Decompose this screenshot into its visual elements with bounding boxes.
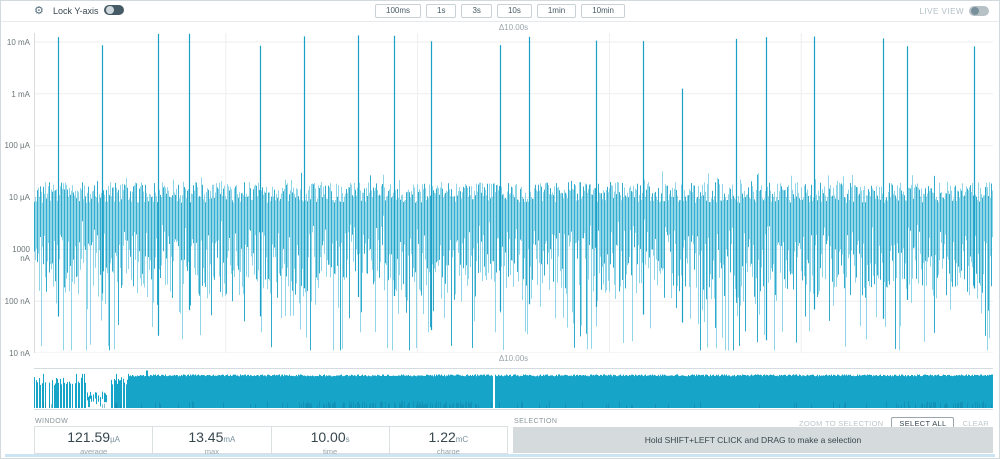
window-button-3s[interactable]: 3s [461,4,492,18]
window-duration-label-bottom: Δ10.00s [498,354,529,363]
stat-max: 13.45mA max [152,427,270,456]
y-axis-tick-100na: 100 nA [4,297,30,306]
minimap-canvas [34,370,993,409]
stat-average: 121.59µA average [35,427,152,456]
window-button-1min[interactable]: 1min [536,4,577,18]
live-view-label: LIVE VIEW [919,6,964,16]
window-duration-label-top: Δ10.00s [498,23,529,32]
stat-max-unit: mA [223,435,236,444]
window-button-1s[interactable]: 1s [426,4,457,18]
y-axis-tick-10ma: 10 mA [6,38,30,47]
window-bottom-strip [5,454,995,457]
y-axis-tick-1000na: 1000 nA [12,245,30,263]
stat-average-label: average [80,447,108,456]
toggle-knob [971,7,979,15]
live-view-control: LIVE VIEW [919,6,989,16]
stat-time-unit: s [345,435,350,444]
window-button-10s[interactable]: 10s [496,4,532,18]
toggle-knob [106,6,114,14]
selection-hint-text: Hold SHIFT+LEFT CLICK and DRAG to make a… [644,435,862,445]
y-axis-tick-10na: 10 nA [9,349,30,358]
window-section-label: WINDOW [35,418,69,425]
y-axis-tick-100ua: 100 µA [4,141,30,150]
window-button-100ms[interactable]: 100ms [375,4,422,18]
window-duration-buttons: 100ms 1s 3s 10s 1min 10min [375,4,625,18]
lock-y-axis-label: Lock Y-axis [53,6,99,16]
stat-charge-unit: mC [455,435,469,444]
stat-charge-value: 1.22 [428,429,456,445]
current-chart-canvas[interactable] [34,33,993,353]
stat-time-value: 10.00 [310,429,346,445]
toolbar: ⚙ Lock Y-axis 100ms 1s 3s 10s 1min 10min… [1,1,999,22]
stat-max-value: 13.45 [188,429,224,445]
y-axis-tick-1ma: 1 mA [11,90,30,99]
live-view-toggle[interactable] [969,6,989,16]
stat-time: 10.00s time [270,427,389,456]
window-stats-row: 121.59µA average 13.45mA max 10.00s time… [34,426,508,456]
stat-average-value: 121.59 [67,429,111,445]
window-button-10min[interactable]: 10min [581,4,625,18]
stat-average-unit: µA [110,435,121,444]
stat-max-label: max [204,447,219,456]
lock-y-axis-toggle[interactable] [104,5,124,15]
zoom-to-selection-button[interactable]: ZOOM TO SELECTION [799,419,884,428]
stat-time-label: time [323,447,338,456]
stat-charge: 1.22mC charge [388,427,507,456]
stat-charge-label: charge [436,447,460,456]
y-axis-tick-10ua: 10 µA [8,193,30,202]
selection-section-label: SELECTION [514,418,558,425]
selection-hint-panel: Hold SHIFT+LEFT CLICK and DRAG to make a… [513,427,993,453]
chart-overview-minimap[interactable] [34,368,993,410]
clear-button[interactable]: CLEAR [962,419,989,428]
settings-gear-icon[interactable]: ⚙ [34,5,44,17]
